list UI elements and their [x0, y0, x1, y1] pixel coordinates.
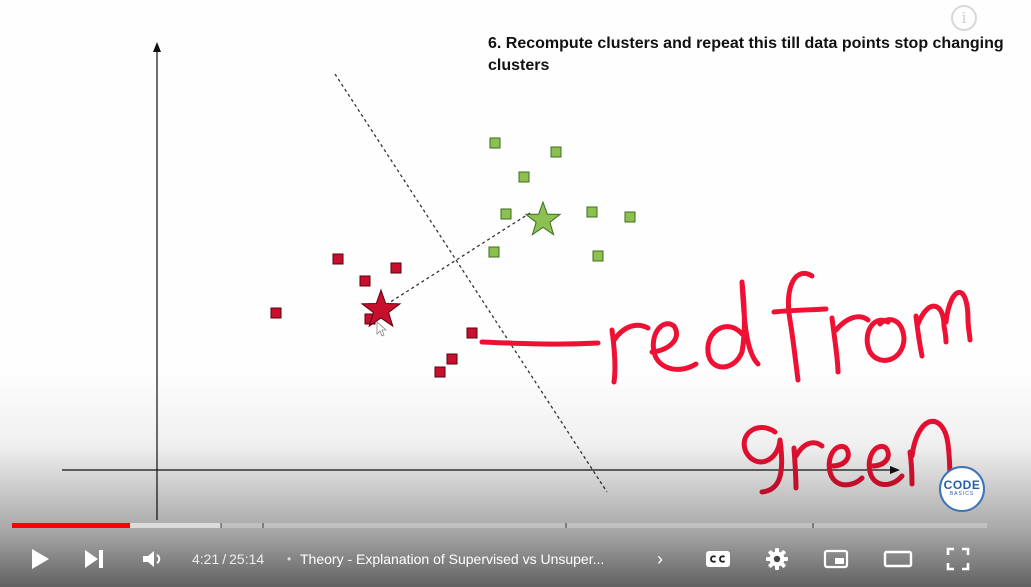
green-point: [500, 208, 512, 220]
red-point: [390, 262, 402, 274]
current-time: 4:21: [192, 551, 220, 567]
green-point: [518, 171, 530, 183]
green-point: [592, 250, 604, 262]
theater-mode-icon: [883, 550, 913, 568]
channel-logo-line2: BASICS: [949, 491, 975, 497]
duration: 25:14: [229, 551, 265, 567]
play-icon: [32, 549, 49, 569]
green-point: [489, 137, 501, 149]
green-point: [586, 206, 598, 218]
channel-logo[interactable]: CODE BASICS: [939, 466, 985, 512]
mute-button[interactable]: [132, 535, 172, 583]
red-point: [446, 353, 458, 365]
fullscreen-icon: [946, 547, 970, 571]
green-centroid-star: [524, 200, 562, 236]
play-button[interactable]: [20, 535, 60, 583]
mouse-cursor-icon: [376, 321, 388, 337]
red-point: [434, 366, 446, 378]
handwritten-annotation: [479, 271, 973, 495]
green-point: [624, 211, 636, 223]
red-point: [332, 253, 344, 265]
chapter-marker: [262, 523, 264, 528]
miniplayer-icon: [823, 549, 849, 569]
info-icon-glyph: i: [961, 9, 967, 27]
green-point: [488, 246, 500, 258]
red-point: [466, 327, 478, 339]
miniplayer-button[interactable]: [816, 535, 856, 583]
settings-button[interactable]: [757, 535, 797, 583]
y-axis-arrow: [153, 42, 161, 52]
progress-played: [12, 523, 131, 528]
green-cluster-points: [488, 137, 636, 262]
chapter-marker: [220, 523, 222, 528]
next-button[interactable]: [74, 535, 114, 583]
control-bar: 4:21/25:14 • Theory - Explanation of Sup…: [0, 535, 1031, 583]
red-point: [359, 275, 371, 287]
red-centroid-star: [360, 288, 402, 328]
volume-icon: [143, 551, 161, 567]
cluster-boundary-line: [334, 73, 608, 493]
captions-icon: [706, 551, 730, 567]
centroid-connector-line: [380, 212, 531, 309]
time-separator: /: [222, 551, 227, 567]
gear-icon: [766, 548, 788, 570]
chevron-right-icon[interactable]: ›: [657, 549, 663, 569]
theater-mode-button[interactable]: [876, 535, 920, 583]
chapter-marker: [565, 523, 567, 528]
fullscreen-button[interactable]: [938, 535, 978, 583]
info-icon[interactable]: i: [951, 5, 977, 31]
progress-bar[interactable]: [12, 523, 987, 528]
slide-title: 6. Recompute clusters and repeat this ti…: [488, 35, 1004, 74]
green-point: [550, 146, 562, 158]
chapter-marker: [812, 523, 814, 528]
captions-button[interactable]: [698, 535, 738, 583]
next-icon: [85, 550, 103, 568]
channel-logo-line1: CODE: [943, 478, 981, 492]
time-display: 4:21/25:14: [192, 535, 264, 583]
chapter-separator: •: [287, 552, 292, 566]
chapter-title-button[interactable]: Theory - Explanation of Supervised vs Un…: [300, 551, 605, 567]
red-point: [270, 307, 282, 319]
x-axis-arrow: [890, 466, 900, 474]
